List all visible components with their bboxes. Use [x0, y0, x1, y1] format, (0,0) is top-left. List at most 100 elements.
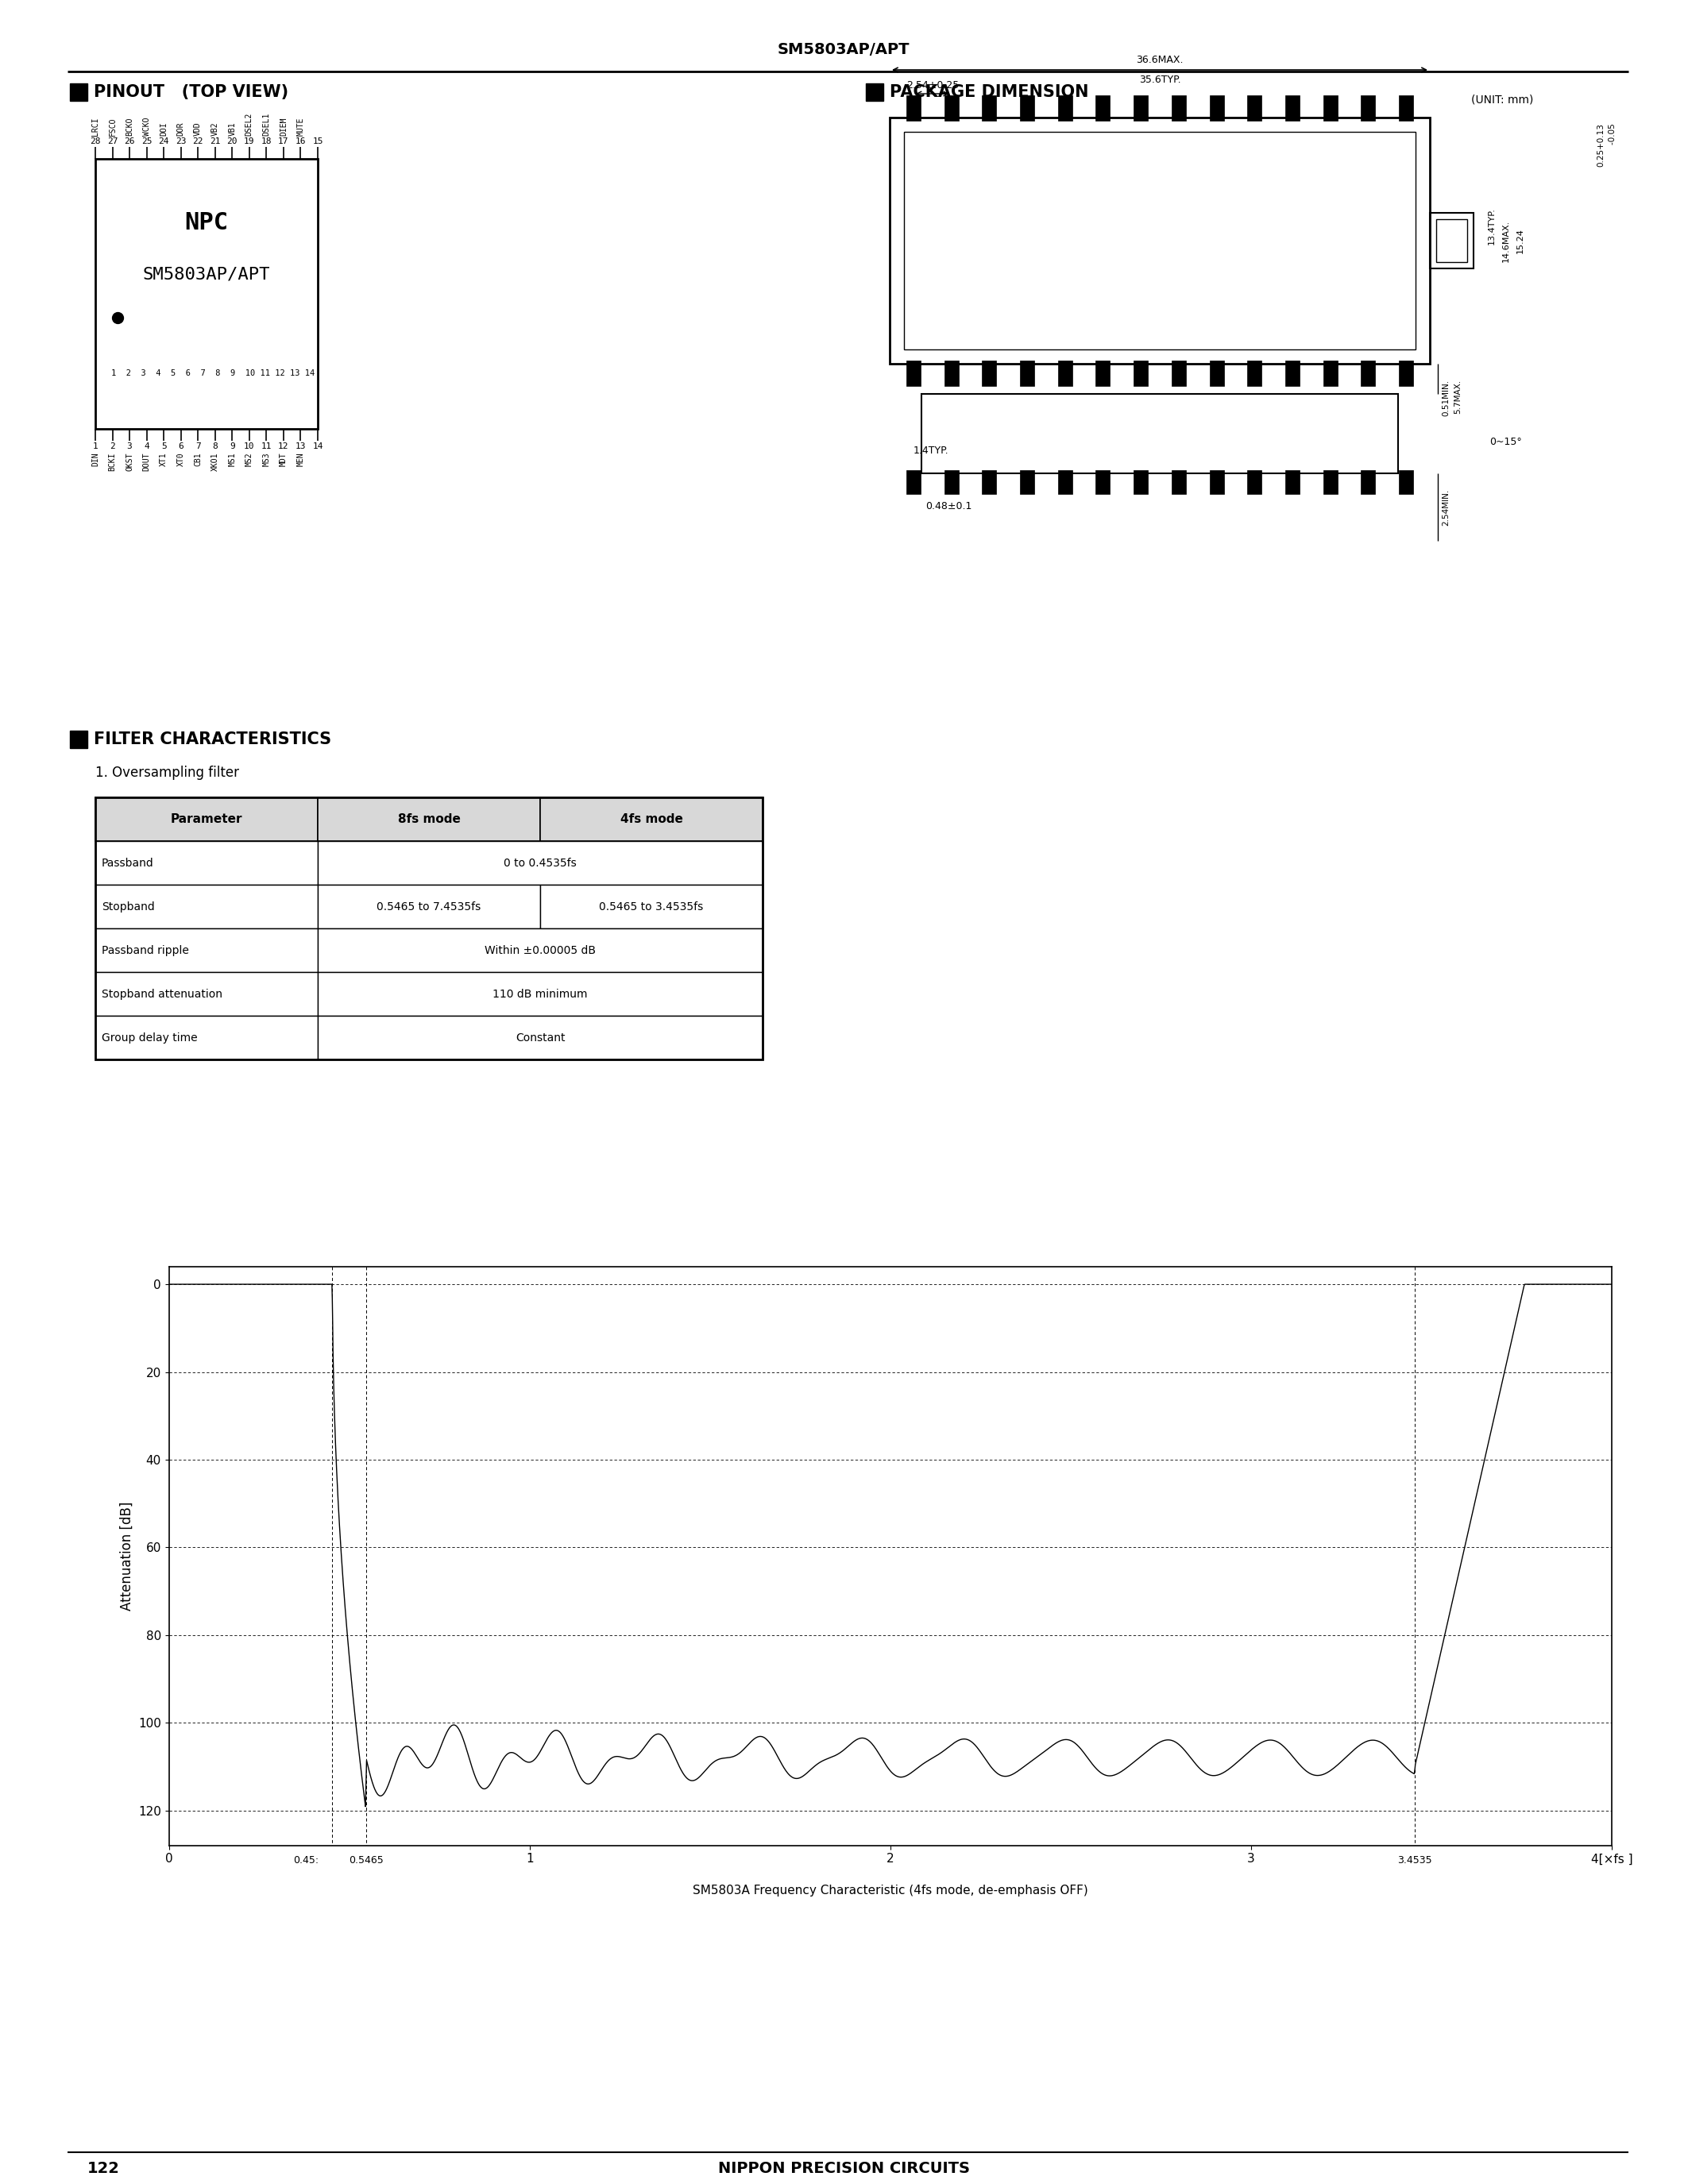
Text: 18: 18: [262, 138, 272, 146]
Text: OKST: OKST: [125, 452, 133, 470]
Text: MS1: MS1: [228, 452, 236, 465]
Text: Stopband: Stopband: [101, 902, 155, 913]
Bar: [1247, 96, 1261, 120]
Bar: [1247, 470, 1261, 494]
Bar: [69, 732, 88, 749]
Bar: [866, 83, 883, 100]
Text: Passband: Passband: [101, 858, 154, 869]
Text: XT0: XT0: [177, 452, 186, 465]
Text: 0.5465 to 3.4535fs: 0.5465 to 3.4535fs: [599, 902, 704, 913]
Bar: [1096, 470, 1111, 494]
Bar: [1285, 470, 1300, 494]
Bar: [982, 360, 996, 387]
Text: 4: 4: [143, 443, 149, 450]
Text: DOI: DOI: [160, 122, 167, 135]
Bar: [317, 1016, 763, 1059]
Text: DOR: DOR: [177, 122, 186, 135]
Bar: [95, 797, 317, 841]
Bar: [69, 83, 88, 100]
Bar: [1285, 360, 1300, 387]
Text: Passband ripple: Passband ripple: [101, 946, 189, 957]
Bar: [317, 928, 763, 972]
Bar: [1134, 96, 1148, 120]
Text: Constant: Constant: [515, 1033, 565, 1044]
Text: 14.6MAX.: 14.6MAX.: [1502, 221, 1511, 262]
Text: SM5803AP/APT: SM5803AP/APT: [778, 41, 910, 57]
Text: XT1: XT1: [160, 452, 167, 465]
Text: 20: 20: [226, 138, 238, 146]
Bar: [317, 797, 540, 841]
Text: 15.24: 15.24: [1516, 227, 1524, 253]
Text: 10: 10: [245, 443, 255, 450]
Bar: [95, 797, 763, 1059]
Bar: [1399, 470, 1413, 494]
Bar: [1430, 212, 1474, 269]
Text: 0 to 0.4535fs: 0 to 0.4535fs: [503, 858, 577, 869]
Bar: [906, 470, 920, 494]
Bar: [1247, 360, 1261, 387]
Text: 8fs mode: 8fs mode: [398, 812, 461, 826]
Bar: [95, 972, 317, 1016]
Bar: [1020, 470, 1035, 494]
Bar: [1096, 360, 1111, 387]
Bar: [540, 797, 763, 841]
Text: MDT: MDT: [280, 452, 287, 465]
Y-axis label: Attenuation [dB]: Attenuation [dB]: [120, 1503, 133, 1610]
Bar: [1058, 470, 1072, 494]
Text: Parameter: Parameter: [170, 812, 243, 826]
Bar: [944, 470, 959, 494]
Text: PACKAGE DIMENSION: PACKAGE DIMENSION: [890, 85, 1089, 100]
Text: 2.54±0.25: 2.54±0.25: [906, 81, 959, 90]
Text: 4fs mode: 4fs mode: [619, 812, 682, 826]
Bar: [1134, 470, 1148, 494]
Bar: [1323, 470, 1337, 494]
Text: 28: 28: [89, 138, 101, 146]
Text: 12: 12: [279, 443, 289, 450]
Text: (UNIT: mm): (UNIT: mm): [1470, 94, 1533, 105]
Text: MS3: MS3: [262, 452, 270, 465]
Text: CB1: CB1: [194, 452, 203, 465]
Text: 1: 1: [93, 443, 98, 450]
Text: 13.4TYP.: 13.4TYP.: [1487, 207, 1496, 245]
Text: Within ±0.00005 dB: Within ±0.00005 dB: [484, 946, 596, 957]
Text: 17: 17: [279, 138, 289, 146]
Bar: [982, 96, 996, 120]
Text: 0.5465 to 7.4535fs: 0.5465 to 7.4535fs: [376, 902, 481, 913]
Text: WCKO: WCKO: [143, 118, 150, 135]
Text: VDD: VDD: [194, 122, 203, 135]
Bar: [1171, 470, 1187, 494]
Text: SM5803A Frequency Characteristic (4fs mode, de-emphasis OFF): SM5803A Frequency Characteristic (4fs mo…: [692, 1885, 1089, 1896]
Bar: [1020, 360, 1035, 387]
Bar: [982, 470, 996, 494]
Bar: [1171, 96, 1187, 120]
Text: 0.5465: 0.5465: [349, 1854, 383, 1865]
Text: 5: 5: [160, 443, 167, 450]
Bar: [906, 360, 920, 387]
Text: DIN: DIN: [91, 452, 100, 465]
Text: 36.6MAX.: 36.6MAX.: [1136, 55, 1183, 66]
Text: XKO1: XKO1: [211, 452, 219, 470]
Text: 24: 24: [159, 138, 169, 146]
Bar: [944, 360, 959, 387]
Bar: [95, 841, 317, 885]
Text: 11: 11: [262, 443, 272, 450]
Bar: [1323, 360, 1337, 387]
Text: 0.48±0.1: 0.48±0.1: [925, 500, 972, 511]
Text: 2: 2: [110, 443, 115, 450]
Text: 3.4535: 3.4535: [1398, 1854, 1431, 1865]
Text: VB1: VB1: [228, 122, 236, 135]
Text: 7: 7: [196, 443, 201, 450]
Bar: [1209, 470, 1224, 494]
Bar: [1134, 360, 1148, 387]
Text: BCKI: BCKI: [108, 452, 116, 470]
Bar: [905, 131, 1416, 349]
Bar: [1399, 96, 1413, 120]
Text: MS2: MS2: [245, 452, 253, 465]
Bar: [95, 928, 317, 972]
Text: Stopband attenuation: Stopband attenuation: [101, 989, 223, 1000]
Text: 23: 23: [176, 138, 186, 146]
Text: 0.25+0.13: 0.25+0.13: [1597, 122, 1605, 166]
Text: 0.51MIN.: 0.51MIN.: [1442, 380, 1450, 417]
Text: 110 dB minimum: 110 dB minimum: [493, 989, 587, 1000]
Bar: [1436, 218, 1467, 262]
